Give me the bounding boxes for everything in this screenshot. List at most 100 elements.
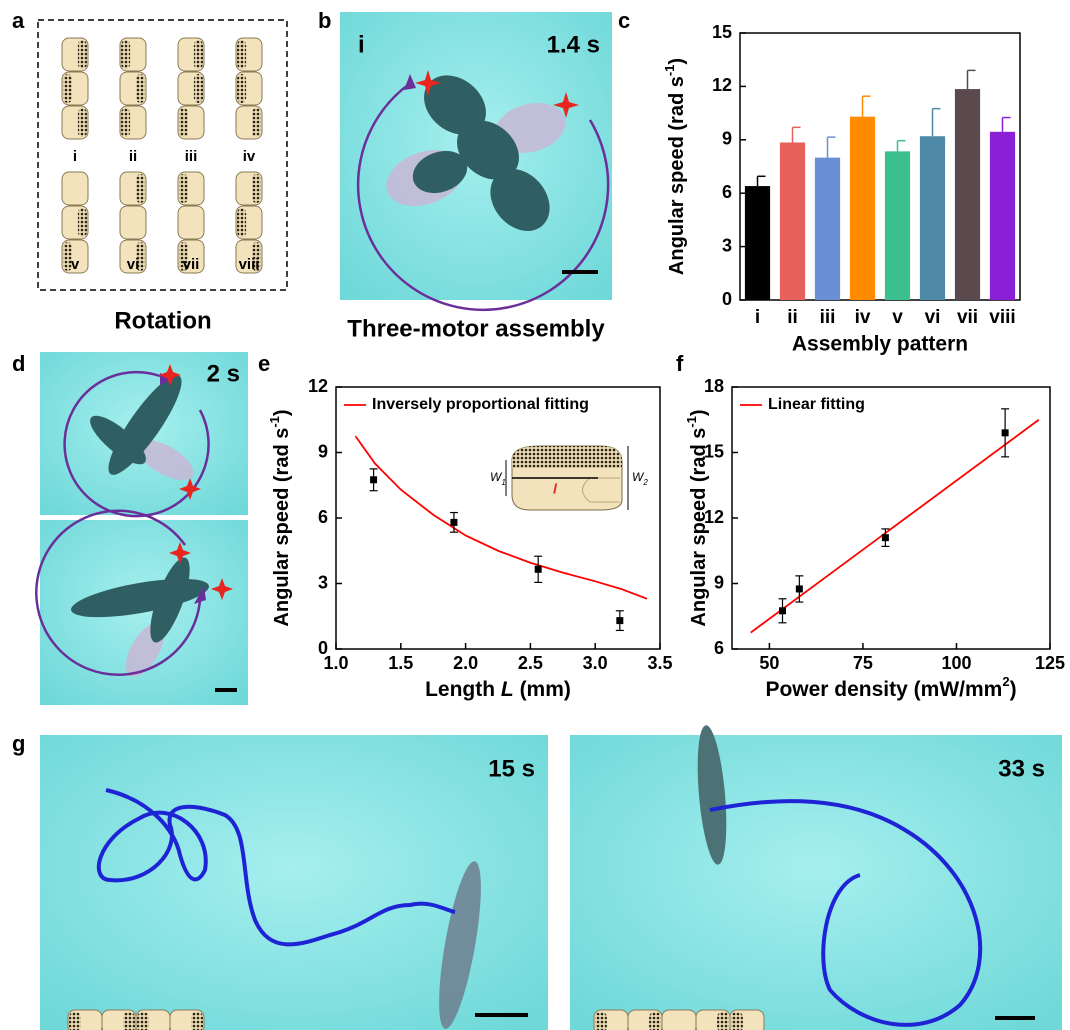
motor-catalyst [179, 174, 188, 203]
motor-label: v [71, 256, 80, 273]
x-tick-label: viii [989, 307, 1015, 328]
motor-label: i [73, 148, 77, 165]
x-axis-label-part: Power density (mW/mm [765, 678, 1002, 701]
time-label: 1.4 s [547, 31, 600, 58]
x-axis-label-part: 2 [1002, 674, 1009, 689]
photo-d [36, 352, 248, 705]
y-axis-label-part: -1 [267, 416, 282, 428]
motor-catalyst [136, 74, 145, 103]
y-axis-label-part: -1 [684, 416, 699, 428]
panel-label: d [12, 351, 25, 376]
y-axis-label: Angular speed (rad s-1) [684, 409, 710, 626]
y-axis-label-part: ) [271, 409, 293, 416]
y-tick-label: 3 [318, 572, 328, 592]
x-tick-label: vii [957, 307, 978, 328]
data-point [535, 566, 542, 573]
bar [955, 89, 980, 300]
bar [815, 158, 840, 300]
x-axis-label-part: ) [1010, 678, 1017, 701]
data-point [796, 585, 803, 592]
inset-label: W2 [632, 470, 648, 486]
panel-caption: Rotation [114, 307, 211, 334]
motor-label: ii [129, 148, 137, 165]
y-tick-label: 15 [712, 22, 732, 42]
motor-label: vii [183, 256, 200, 273]
data-point [882, 534, 889, 541]
inset-diagram [506, 446, 628, 510]
motor-catalyst [136, 174, 145, 203]
motor-catalyst [121, 40, 130, 69]
motor-catalyst [237, 40, 246, 69]
motor-catalyst [194, 74, 203, 103]
y-axis-label-part: ) [666, 58, 688, 65]
time-label: 2 s [207, 360, 240, 387]
y-tick-label: 9 [722, 129, 732, 149]
bar [850, 117, 875, 300]
motor-catalyst [194, 40, 203, 69]
x-tick-label: 2.5 [518, 653, 543, 673]
motor-catalyst [237, 208, 246, 237]
x-axis-label: Assembly pattern [792, 333, 968, 356]
x-axis-label: Length L (mm) [425, 678, 571, 701]
time-label: 33 s [998, 755, 1045, 782]
data-point [450, 519, 457, 526]
y-tick-label: 6 [318, 507, 328, 527]
motor-catalyst [63, 74, 72, 103]
x-axis-label-part: (mm) [514, 678, 571, 701]
panel-caption: Three-motor assembly [347, 315, 605, 342]
y-axis-label-part: ) [688, 409, 710, 416]
panel-label: b [318, 8, 331, 33]
y-axis-label: Angular speed (rad s-1) [662, 58, 688, 275]
fit-line [751, 420, 1039, 633]
panel-label: a [12, 8, 25, 33]
x-tick-label: 50 [759, 653, 779, 673]
motor-catalyst [731, 1012, 743, 1030]
y-tick-label: 12 [308, 376, 328, 396]
panel-label: g [12, 731, 25, 756]
x-tick-label: 1.5 [388, 653, 413, 673]
bar [990, 132, 1015, 300]
data-point [1002, 429, 1009, 436]
motor-label: viii [239, 256, 260, 273]
legend-label: Linear fitting [768, 396, 865, 413]
motor-label: vi [127, 256, 140, 273]
y-axis-label-part: -1 [662, 65, 677, 77]
motor-catalyst [649, 1012, 661, 1030]
data-point [370, 476, 377, 483]
y-tick-label: 0 [722, 289, 732, 309]
motor-catalyst [137, 1012, 149, 1030]
y-tick-label: 6 [714, 638, 724, 658]
motor-segment [120, 206, 146, 239]
figure: abcdefgiiiiiiivvviviiviiiRotationi1.4 sT… [0, 0, 1070, 1030]
y-tick-label: 9 [714, 572, 724, 592]
bar [780, 142, 805, 300]
motor-catalyst [78, 108, 87, 137]
motor-segment [178, 206, 204, 239]
inset-label-part: 2 [642, 478, 648, 487]
x-tick-label: 75 [853, 653, 873, 673]
motor-segment [62, 172, 88, 205]
x-axis-label-part: Length [425, 678, 501, 701]
x-tick-label: ii [787, 307, 798, 328]
motor-label: iii [185, 148, 198, 165]
x-axis-label: Power density (mW/mm2) [765, 674, 1016, 701]
x-tick-label: 3.0 [583, 653, 608, 673]
x-tick-label: 100 [941, 653, 971, 673]
bar [885, 151, 910, 300]
x-tick-label: 2.0 [453, 653, 478, 673]
x-tick-label: 125 [1035, 653, 1065, 673]
motor-catalyst [252, 174, 261, 203]
motor-catalyst [191, 1012, 203, 1030]
data-point [616, 617, 623, 624]
motor-catalyst [121, 108, 130, 137]
motor-segment [662, 1010, 696, 1030]
x-tick-label: iv [855, 307, 871, 328]
motor-catalyst [237, 74, 246, 103]
motor-catalyst [78, 40, 87, 69]
y-tick-label: 6 [722, 182, 732, 202]
y-tick-label: 18 [704, 376, 724, 396]
motor-catalyst [78, 208, 87, 237]
panel-label: f [676, 351, 684, 376]
x-tick-label: i [755, 307, 760, 328]
inset-label: W1 [490, 470, 506, 486]
